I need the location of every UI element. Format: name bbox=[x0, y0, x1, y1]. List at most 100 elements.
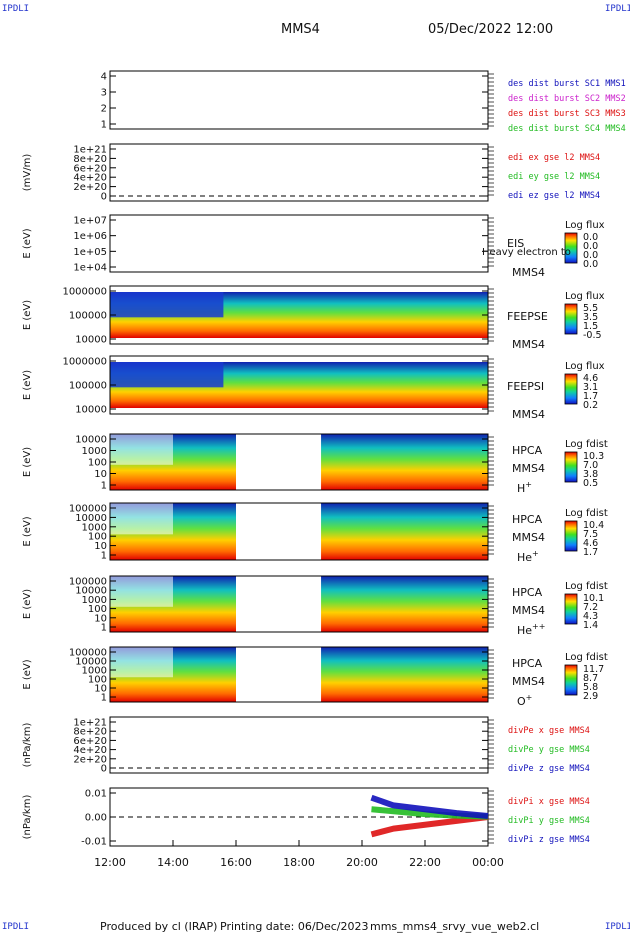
colorbar-tick-label: 2.9 bbox=[583, 691, 598, 702]
spacecraft-label: MMS4 bbox=[512, 675, 545, 688]
spacecraft-label: MMS4 bbox=[512, 266, 545, 279]
colorbar-tick-label: 4.3 bbox=[583, 611, 598, 622]
species-charge: + bbox=[532, 549, 539, 558]
y-tick-label: 100000 bbox=[69, 504, 107, 515]
y-tick-label: 1 bbox=[101, 551, 107, 562]
colorbar-tick-label: 10.4 bbox=[583, 520, 604, 531]
y-tick-label: 10000 bbox=[75, 513, 107, 524]
y-tick-label: 1e+21 bbox=[73, 718, 107, 729]
y-tick-label: 0 bbox=[101, 192, 107, 203]
colorbar-tick-label: 0.0 bbox=[583, 250, 598, 261]
colorbar-tick-label: 3.1 bbox=[583, 382, 598, 393]
species-charge: ++ bbox=[532, 622, 545, 631]
y-axis-label: E (eV) bbox=[22, 659, 33, 689]
y-tick-label: 4e+20 bbox=[73, 173, 107, 184]
colorbar bbox=[564, 303, 578, 335]
series-line bbox=[370, 814, 489, 838]
y-tick-label: 100 bbox=[88, 675, 107, 686]
colorbar-tick-label: 10.3 bbox=[583, 451, 604, 462]
y-tick-label: 10000 bbox=[75, 405, 107, 416]
spacecraft-label: MMS4 bbox=[512, 338, 545, 351]
colorbar-title: Log fdist bbox=[565, 508, 608, 519]
panel-frame-hpca_he bbox=[109, 502, 489, 561]
y-tick-label: 1e+07 bbox=[73, 216, 107, 227]
footer-script: mms_mms4_srvy_vue_web2.cl bbox=[370, 920, 540, 933]
colorbar-tick-label: 4.6 bbox=[583, 538, 598, 549]
y-tick-label: 1000000 bbox=[62, 287, 107, 298]
colorbar-title: Log fdist bbox=[565, 439, 608, 450]
colorbar bbox=[564, 664, 578, 696]
y-tick-label: 1 bbox=[101, 120, 107, 131]
panel-frame-eis bbox=[109, 214, 489, 273]
corner-label-bottom-left: IPDLI bbox=[2, 922, 30, 932]
y-tick-label: 100 bbox=[88, 458, 107, 469]
species-charge: + bbox=[525, 480, 532, 489]
legend-entry: divPi z gse MMS4 bbox=[508, 835, 590, 845]
instrument-label: FEEPSE bbox=[507, 310, 548, 323]
y-tick-label: 1e+21 bbox=[73, 145, 107, 156]
y-tick-label: 6e+20 bbox=[73, 163, 107, 174]
x-tick-label: 22:00 bbox=[409, 856, 441, 869]
y-tick-label: 10 bbox=[94, 541, 107, 552]
colorbar bbox=[564, 520, 578, 552]
colorbar bbox=[564, 232, 578, 264]
instrument-label: HPCA bbox=[512, 586, 543, 599]
legend-entry: des dist burst SC4 MMS4 bbox=[508, 124, 626, 134]
corner-label-top-left: IPDLI bbox=[2, 4, 30, 14]
colorbar-tick-label: 0.0 bbox=[583, 259, 598, 270]
y-tick-label: 4e+20 bbox=[73, 745, 107, 756]
legend-entry: des dist burst SC1 MMS1 bbox=[508, 79, 626, 89]
legend-entry: divPe y gse MMS4 bbox=[508, 745, 590, 755]
spacecraft-label: MMS4 bbox=[512, 462, 545, 475]
y-axis-label: E (eV) bbox=[22, 300, 33, 330]
panel-frame-hpca_hepp bbox=[109, 575, 489, 633]
x-tick-label: 14:00 bbox=[157, 856, 189, 869]
y-tick-label: 1 bbox=[101, 693, 107, 704]
y-tick-label: 4 bbox=[101, 72, 107, 83]
y-tick-label: 1000000 bbox=[62, 357, 107, 368]
overlay-text: Heavy electron to bbox=[482, 247, 571, 258]
y-axis-label: E (eV) bbox=[22, 228, 33, 258]
legend-entry: divPe x gse MMS4 bbox=[508, 726, 590, 736]
y-tick-label: 10000 bbox=[75, 657, 107, 668]
colorbar-tick-label: 3.8 bbox=[583, 469, 598, 480]
colorbar-tick-label: 8.7 bbox=[583, 673, 598, 684]
spectrogram-fill bbox=[321, 434, 488, 490]
colorbar-tick-label: 1.4 bbox=[583, 620, 598, 631]
y-tick-label: 1e+05 bbox=[73, 247, 107, 258]
legend-entry: edi ex gse l2 MMS4 bbox=[508, 153, 600, 163]
y-tick-label: 0 bbox=[101, 764, 107, 775]
colorbar-tick-label: 7.2 bbox=[583, 602, 598, 613]
low-flux-region bbox=[110, 292, 224, 318]
y-tick-label: 10 bbox=[94, 613, 107, 624]
colorbar-title: Log flux bbox=[565, 361, 605, 372]
colorbar-tick-label: 3.5 bbox=[583, 312, 598, 323]
y-axis-label: E (eV) bbox=[22, 589, 33, 619]
colorbar-title: Log flux bbox=[565, 220, 605, 231]
panel-frame-hpca_o bbox=[109, 646, 489, 703]
header-datetime: 05/Dec/2022 12:00 bbox=[428, 22, 554, 37]
instrument-label: HPCA bbox=[512, 444, 543, 457]
colorbar-tick-label: 7.5 bbox=[583, 529, 598, 540]
legend-entry: divPe z gse MMS4 bbox=[508, 764, 590, 774]
y-axis-label: (nPa/km) bbox=[22, 723, 33, 768]
y-tick-label: 1000 bbox=[82, 595, 107, 606]
x-tick-label: 18:00 bbox=[283, 856, 315, 869]
colorbar-tick-label: 0.0 bbox=[583, 232, 598, 243]
colorbar bbox=[564, 451, 578, 483]
series-line bbox=[370, 794, 489, 820]
header-spacecraft: MMS4 bbox=[281, 22, 320, 37]
instrument-label: EIS bbox=[507, 237, 524, 250]
instrument-label: HPCA bbox=[512, 513, 543, 526]
footer-printing-date: Printing date: 06/Dec/2023 bbox=[220, 920, 369, 933]
colorbar-title: Log fdist bbox=[565, 581, 608, 592]
colorbar bbox=[564, 373, 578, 405]
colorbar-tick-label: 5.8 bbox=[583, 682, 598, 693]
y-tick-label: 0.00 bbox=[85, 813, 107, 824]
y-tick-label: 0.01 bbox=[85, 789, 107, 800]
colorbar-tick-label: 1.7 bbox=[583, 391, 598, 402]
colorbar-tick-label: 1.5 bbox=[583, 321, 598, 332]
y-tick-label: 100 bbox=[88, 532, 107, 543]
y-tick-label: 10000 bbox=[75, 586, 107, 597]
spacecraft-label: MMS4 bbox=[512, 604, 545, 617]
